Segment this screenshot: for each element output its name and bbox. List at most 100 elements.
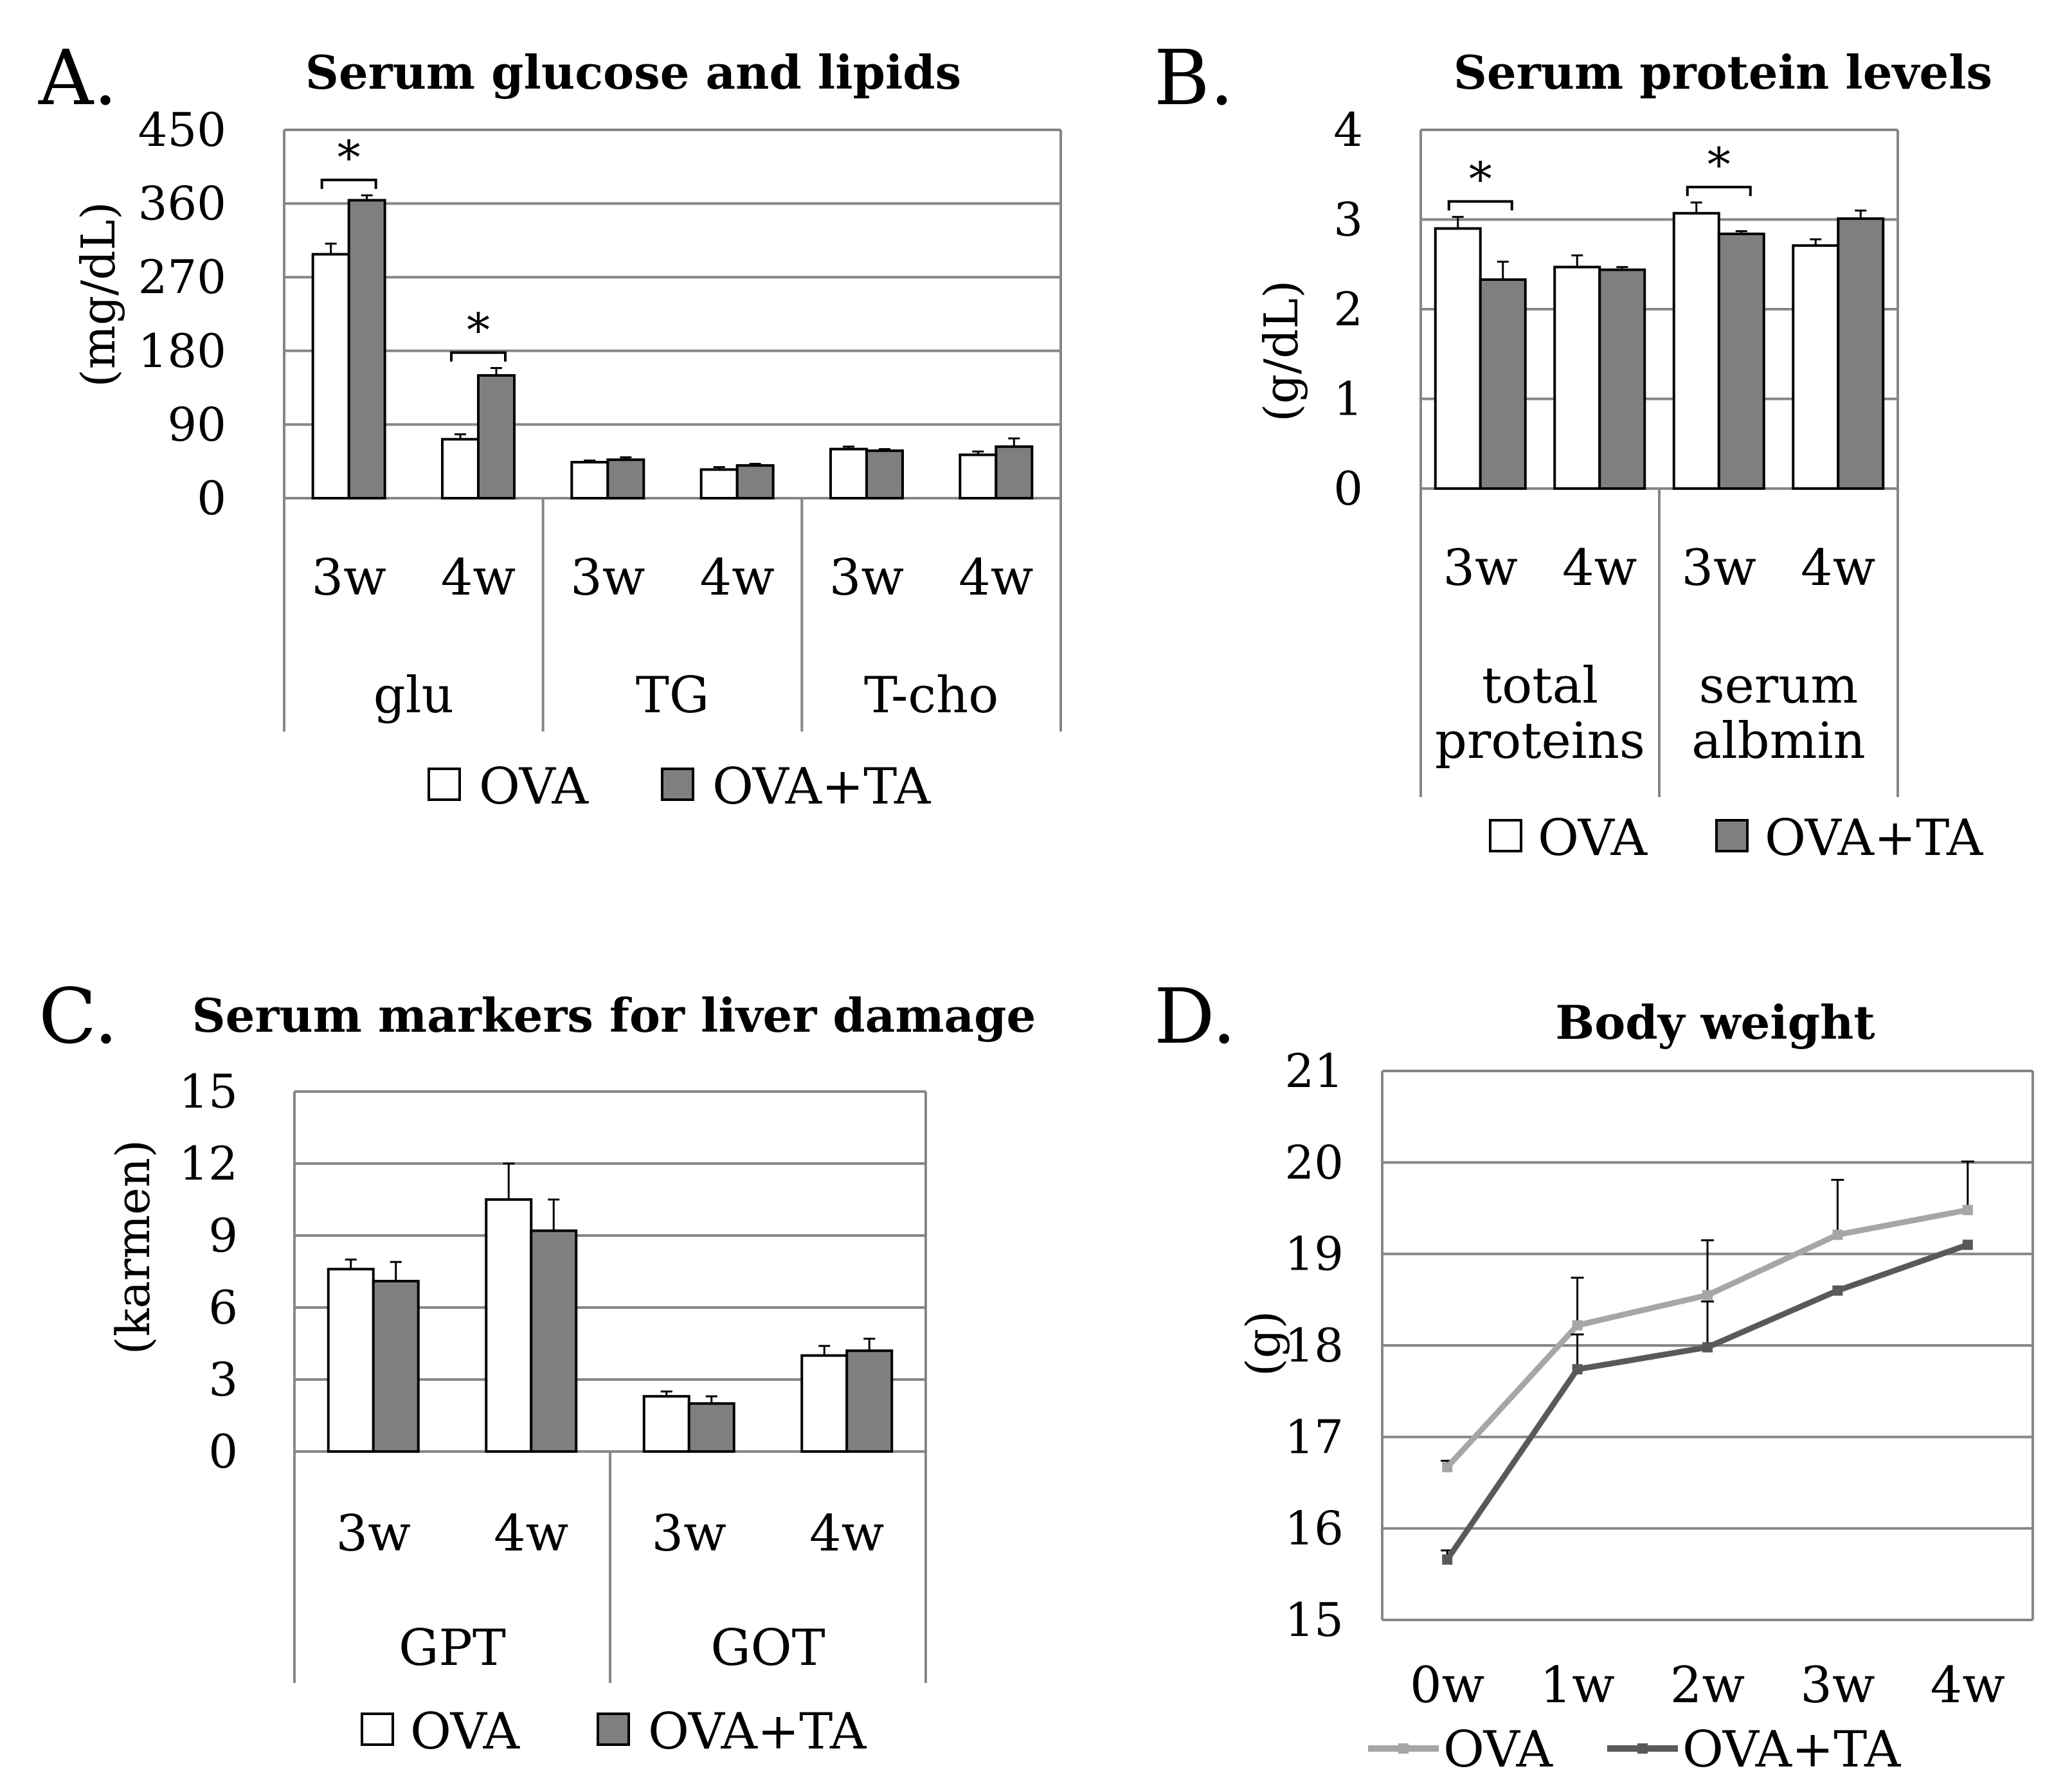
panel-d-letter: D.: [1154, 972, 1236, 1061]
significance-bracket: [1686, 185, 1752, 196]
bar-ova: [642, 1395, 690, 1453]
legend-swatch-ova-ta: [597, 1713, 630, 1746]
legend-marker-ova-ta: [1637, 1743, 1648, 1754]
significance-star: *: [467, 303, 490, 357]
legend-swatch-ova: [1489, 819, 1522, 852]
legend-label-ova: OVA: [410, 1703, 521, 1761]
panel-c-title: Serum markers for liver damage: [192, 988, 1036, 1043]
panel-c: C. Serum markers for liver damage 0 3 6 9 12…: [39, 972, 1036, 1761]
y-tick-label: 450: [138, 103, 226, 157]
y-tick-label: 3: [208, 1353, 238, 1407]
point-ova-ta: [1832, 1285, 1843, 1296]
panel-b-ylabel: (g/dL): [1254, 280, 1308, 422]
bar-ova-ta: [845, 1349, 894, 1453]
y-tick-label: 270: [138, 250, 226, 304]
bar-ova-ta: [1479, 278, 1527, 490]
legend-marker-ova: [1398, 1743, 1409, 1754]
panel-d-title: Body weight: [1555, 995, 1875, 1050]
point-ova: [1702, 1290, 1713, 1300]
y-tick-label: 9: [208, 1209, 238, 1263]
x-tick-label: 0w: [1410, 1657, 1484, 1714]
bar-ova-ta: [606, 458, 645, 499]
y-tick-label: 20: [1284, 1135, 1344, 1189]
y-tick-label: 6: [208, 1281, 238, 1335]
significance-bracket: [450, 351, 507, 362]
bar-ova-ta: [1837, 217, 1885, 490]
x-subcategory-label: 3w: [1443, 539, 1518, 597]
significance-bracket: [1447, 200, 1513, 211]
y-tick-label: 180: [138, 324, 226, 378]
x-tick-label: 3w: [1800, 1657, 1875, 1714]
bar-ova-ta: [347, 199, 386, 499]
point-ova: [1572, 1320, 1583, 1331]
bar-ova: [570, 460, 609, 499]
x-group-label: GOT: [710, 1619, 825, 1677]
x-subcategory-label: 4w: [809, 1505, 884, 1563]
bar-ova-ta: [1717, 232, 1765, 490]
panel-a-legend: OVA OVA+TA: [428, 758, 932, 816]
bar-ova-ta: [865, 449, 904, 499]
panel-d-ylabel: (g): [1236, 1311, 1290, 1376]
legend-swatch-ova: [361, 1713, 394, 1746]
x-subcategory-label: 3w: [1682, 539, 1756, 597]
panel-d: D. Body weight 15 16 17 18 19 20 21 (g) 0w 1w 2w…: [1154, 972, 2034, 1779]
y-tick-label: 0: [208, 1425, 238, 1479]
bar-ova: [485, 1198, 533, 1453]
legend-swatch-ova-ta: [1715, 819, 1749, 852]
bar-ova: [959, 453, 998, 499]
legend-label-ova-ta: OVA+TA: [1765, 809, 1984, 867]
x-group-label: glu: [374, 667, 454, 724]
bar-ova: [1792, 244, 1840, 490]
bar-ova: [311, 253, 350, 499]
legend-swatch-ova-ta: [661, 768, 694, 801]
y-tick-label: 12: [179, 1137, 238, 1191]
panel-c-letter: C.: [39, 972, 118, 1061]
x-tick-label: 4w: [1931, 1657, 2005, 1714]
point-ova: [1832, 1229, 1843, 1240]
legend-label-ova-ta: OVA+TA: [1682, 1721, 1902, 1779]
legend-swatch-ova: [428, 768, 461, 801]
y-tick-label: 0: [197, 471, 226, 525]
significance-star: *: [1707, 138, 1731, 192]
y-tick-label: 18: [1284, 1318, 1344, 1372]
x-subcategory-label: 4w: [1562, 539, 1637, 597]
x-subcategory-label: 4w: [441, 549, 516, 607]
y-tick-label: 17: [1284, 1410, 1344, 1464]
bar-ova: [1553, 265, 1601, 490]
x-group-label: TG: [636, 667, 709, 724]
x-subcategory-label: 4w: [699, 549, 774, 607]
x-subcategory-label: 3w: [652, 1505, 726, 1563]
bar-ova-ta: [477, 374, 516, 499]
panel-a-ylabel: (mg/dL): [71, 202, 125, 388]
bar-ova-ta: [995, 445, 1034, 500]
x-group-label: T-cho: [864, 667, 998, 724]
x-subcategory-label: 4w: [1801, 539, 1875, 597]
x-subcategory-label: 4w: [494, 1505, 568, 1563]
bar-ova: [1672, 211, 1720, 490]
x-tick-label: 1w: [1540, 1657, 1614, 1714]
point-ova: [1442, 1462, 1453, 1473]
legend-label-ova: OVA: [1538, 809, 1648, 867]
significance-star: *: [1469, 152, 1492, 206]
x-group-label: serum albmin: [1691, 657, 1866, 770]
bar-ova: [441, 438, 480, 500]
panel-d-legend: OVA OVA+TA: [1368, 1721, 1902, 1779]
x-group-label: total proteins: [1435, 657, 1645, 770]
bar-ova-ta: [1598, 268, 1646, 490]
panel-b-letter: B.: [1154, 33, 1234, 122]
legend-label-ova: OVA: [479, 758, 590, 816]
y-tick-label: 16: [1284, 1502, 1344, 1556]
y-tick-label: 1: [1333, 372, 1363, 426]
y-tick-label: 3: [1333, 193, 1363, 247]
significance-bracket: [320, 178, 377, 189]
y-tick-label: 15: [179, 1065, 238, 1119]
legend-label-ova-ta: OVA+TA: [712, 758, 932, 816]
y-tick-label: 0: [1333, 462, 1363, 516]
panel-c-ylabel: (karmen): [106, 1140, 160, 1354]
point-ova: [1962, 1205, 1973, 1216]
point-ova-ta: [1572, 1364, 1583, 1375]
bar-ova-ta: [530, 1229, 578, 1453]
y-tick-label: 90: [167, 397, 226, 451]
y-tick-label: 4: [1333, 103, 1363, 157]
significance-star: *: [338, 130, 361, 184]
